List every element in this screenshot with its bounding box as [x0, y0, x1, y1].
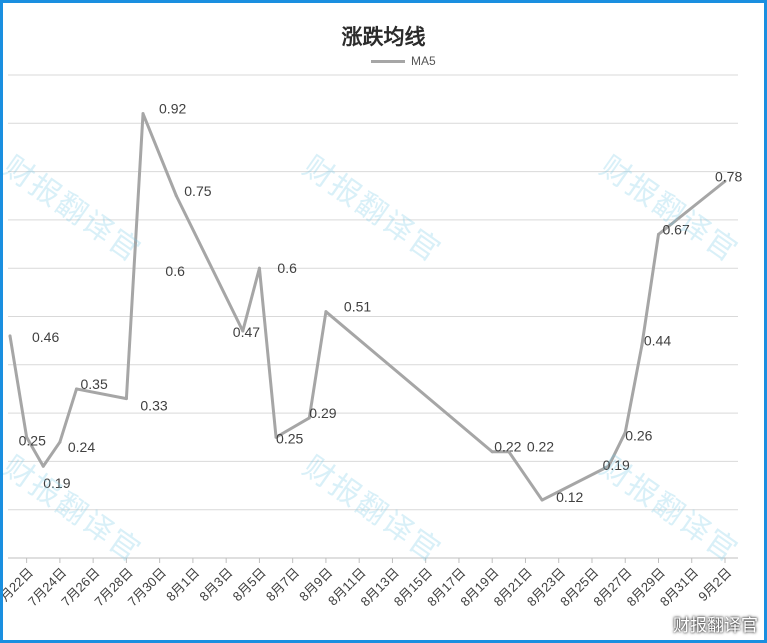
data-point: [656, 232, 660, 236]
data-point: [257, 266, 261, 270]
data-point: [274, 435, 278, 439]
x-tick-label: 8月3日: [196, 565, 235, 604]
data-label: 0.24: [68, 439, 95, 455]
corner-watermark: 财报翻译官: [673, 616, 758, 636]
data-label: 0.25: [276, 430, 303, 446]
data-label: 0.47: [233, 324, 260, 340]
data-point: [307, 416, 311, 420]
chart-legend: MA5: [371, 53, 436, 69]
data-point: [490, 450, 494, 454]
data-label: 0.12: [556, 489, 583, 505]
data-point: [75, 387, 79, 391]
x-tick-label: 8月1日: [163, 565, 202, 604]
data-label: 0.25: [19, 432, 46, 448]
data-point: [141, 112, 145, 116]
data-label: 0.22: [527, 439, 554, 455]
legend-swatch: [371, 59, 405, 63]
data-point: [174, 194, 178, 198]
data-label: 0.33: [140, 398, 167, 414]
data-label: 0.29: [309, 405, 336, 421]
x-tick-label: 9月2日: [695, 565, 734, 604]
data-point: [324, 310, 328, 314]
data-point: [640, 343, 644, 347]
data-point: [540, 498, 544, 502]
x-tick-label: 8月7日: [263, 565, 302, 604]
data-label: 0.35: [81, 376, 108, 392]
data-label: 0.19: [43, 475, 70, 491]
data-label: 0.44: [644, 332, 671, 348]
data-point: [58, 440, 62, 444]
data-point: [607, 464, 611, 468]
data-point: [124, 397, 128, 401]
data-label: 0.51: [344, 299, 371, 315]
data-point: [241, 329, 245, 333]
data-label: 0.26: [625, 427, 652, 443]
chart-title: 涨跌均线: [341, 24, 426, 49]
data-label: 0.22: [494, 439, 521, 455]
data-point: [8, 334, 12, 338]
data-label: 0.6: [165, 263, 185, 279]
data-point: [507, 450, 511, 454]
x-tick-label: 8月5日: [230, 565, 269, 604]
data-label: 0.19: [603, 457, 630, 473]
legend-label: MA5: [411, 54, 436, 68]
data-point: [41, 464, 45, 468]
data-point: [623, 430, 627, 434]
line-chart: 7月22日7月24日7月26日7月28日7月30日8月1日8月3日8月5日8月7…: [3, 74, 742, 609]
data-point: [723, 179, 727, 183]
data-label: 0.6: [277, 260, 297, 276]
data-label: 0.75: [184, 183, 211, 199]
data-label: 0.46: [32, 329, 59, 345]
data-label: 0.78: [715, 168, 742, 184]
data-label: 0.67: [662, 221, 689, 237]
data-point: [25, 435, 29, 439]
data-label: 0.92: [159, 101, 186, 117]
